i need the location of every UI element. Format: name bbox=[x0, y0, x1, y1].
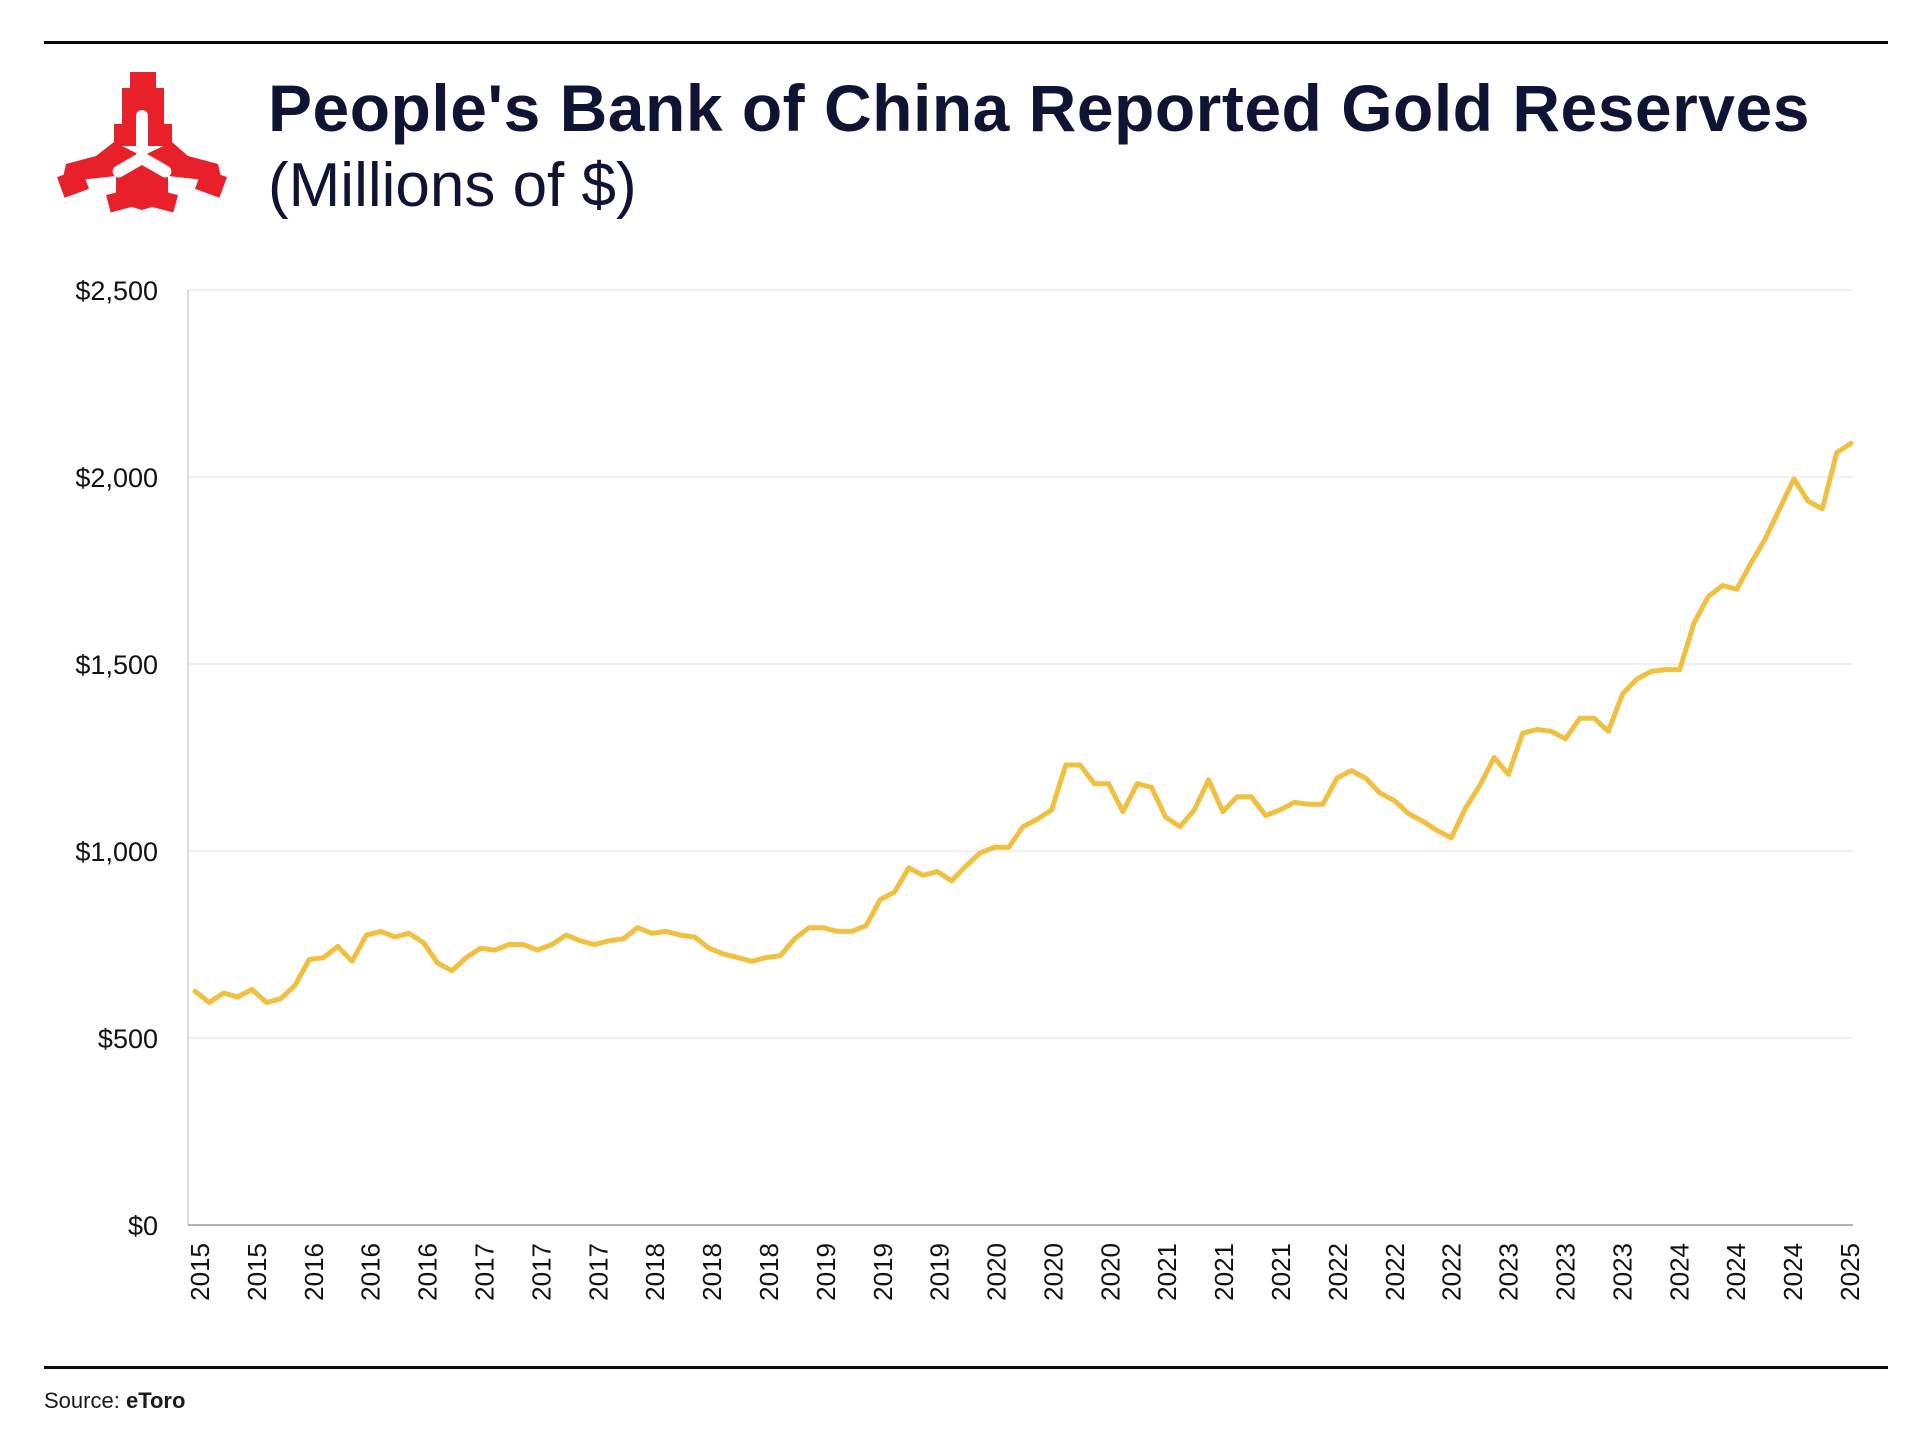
top-rule bbox=[44, 41, 1888, 44]
source-name: eToro bbox=[125, 1388, 186, 1413]
series-line bbox=[192, 440, 1854, 1005]
y-tick-label: $2,000 bbox=[75, 463, 158, 493]
chart-subtitle: (Millions of $) bbox=[268, 151, 637, 220]
x-tick-label: 2020 bbox=[982, 1243, 1012, 1301]
x-tick-label: 2015 bbox=[185, 1243, 215, 1301]
chart-title: People's Bank of China Reported Gold Res… bbox=[268, 71, 1810, 145]
line-chart: $0 $500 $1,000 $1,500 $2,000 $2,500 2015 2015 20… bbox=[75, 276, 1865, 1301]
x-tick-label: 2018 bbox=[697, 1243, 727, 1301]
x-tick-label: 2020 bbox=[1038, 1243, 1068, 1301]
x-tick-label: 2020 bbox=[1095, 1243, 1125, 1301]
x-tick-label: 2021 bbox=[1266, 1243, 1296, 1301]
x-tick-label: 2021 bbox=[1152, 1243, 1182, 1301]
x-tick-label: 2018 bbox=[754, 1243, 784, 1301]
x-tick-label: 2019 bbox=[868, 1243, 898, 1301]
x-tick-label: 2022 bbox=[1380, 1243, 1410, 1301]
x-tick-label: 2021 bbox=[1209, 1243, 1239, 1301]
x-tick-label: 2018 bbox=[640, 1243, 670, 1301]
x-tick-label: 2017 bbox=[526, 1243, 556, 1301]
x-tick-label: 2023 bbox=[1551, 1243, 1581, 1301]
x-tick-label: 2019 bbox=[811, 1243, 841, 1301]
x-tick-label: 2016 bbox=[356, 1243, 386, 1301]
x-tick-label: 2022 bbox=[1323, 1243, 1353, 1301]
x-tick-label: 2017 bbox=[583, 1243, 613, 1301]
source-label: Source: bbox=[44, 1388, 120, 1413]
x-tick-label: 2024 bbox=[1664, 1243, 1694, 1301]
x-tick-label: 2016 bbox=[299, 1243, 329, 1301]
y-tick-label: $2,500 bbox=[75, 276, 158, 306]
y-tick-label: $0 bbox=[128, 1211, 158, 1241]
x-tick-label: 2019 bbox=[925, 1243, 955, 1301]
x-tick-label: 2017 bbox=[469, 1243, 499, 1301]
bottom-rule bbox=[44, 1366, 1888, 1369]
x-tick-label: 2024 bbox=[1778, 1243, 1808, 1301]
source-note: Source: eToro bbox=[44, 1388, 185, 1414]
y-tick-label: $1,000 bbox=[75, 837, 158, 867]
pboc-logo-cutout bbox=[112, 110, 172, 178]
x-tick-label: 2016 bbox=[413, 1243, 443, 1301]
pboc-logo-icon bbox=[57, 72, 227, 213]
x-tick-label: 2015 bbox=[242, 1243, 272, 1301]
y-tick-label: $1,500 bbox=[75, 650, 158, 680]
pboc-logo-shape bbox=[57, 72, 227, 213]
x-tick-label: 2023 bbox=[1494, 1243, 1524, 1301]
x-tick-label: 2024 bbox=[1721, 1243, 1751, 1301]
x-tick-label: 2025 bbox=[1835, 1243, 1865, 1301]
y-tick-label: $500 bbox=[98, 1024, 158, 1054]
x-tick-label: 2023 bbox=[1607, 1243, 1637, 1301]
x-tick-label: 2022 bbox=[1437, 1243, 1467, 1301]
